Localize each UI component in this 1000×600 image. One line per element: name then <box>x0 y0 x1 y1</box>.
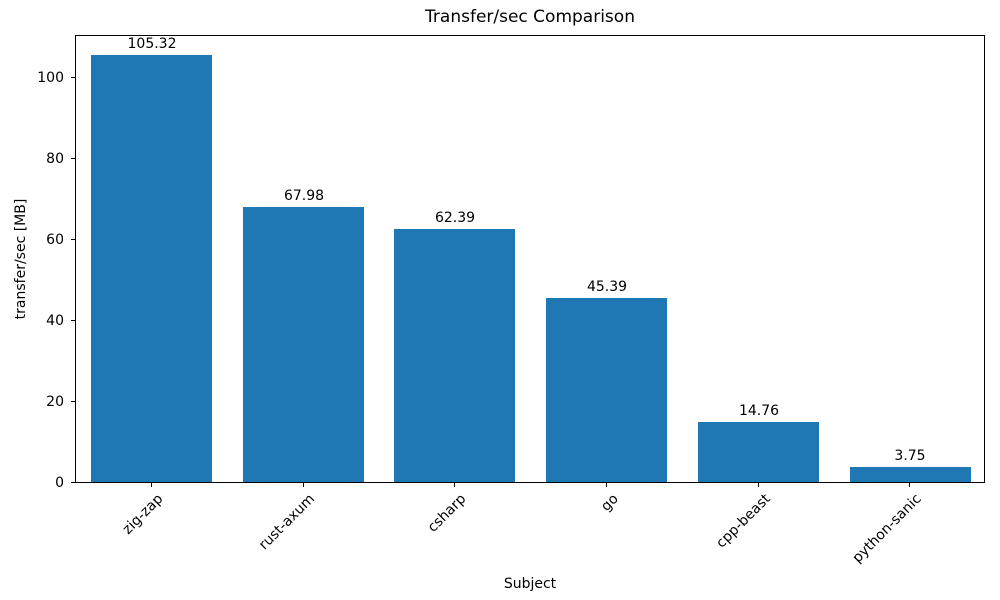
bar-value-label: 62.39 <box>434 210 476 226</box>
x-tick-mark <box>454 483 455 487</box>
y-tick-mark <box>71 77 75 78</box>
bar <box>850 467 971 482</box>
y-tick-mark <box>71 482 75 483</box>
bar-value-label: 3.75 <box>894 448 926 464</box>
bar <box>546 298 667 482</box>
x-tick-mark <box>606 483 607 487</box>
y-tick-mark <box>71 158 75 159</box>
bar-value-label: 14.76 <box>738 403 780 419</box>
y-tick-label: 100 <box>37 70 64 86</box>
y-tick-label: 0 <box>55 475 64 491</box>
x-tick-mark <box>909 483 910 487</box>
bar-value-label: 67.98 <box>283 188 325 204</box>
y-tick-label: 20 <box>46 394 64 410</box>
y-tick-mark <box>71 320 75 321</box>
x-tick-mark <box>303 483 304 487</box>
x-tick-mark <box>151 483 152 487</box>
y-tick-label: 60 <box>46 232 64 248</box>
y-tick-label: 80 <box>46 151 64 167</box>
y-axis-label: transfer/sec [MB] <box>13 198 29 320</box>
chart-title: Transfer/sec Comparison <box>425 7 635 27</box>
bar <box>91 55 212 482</box>
x-axis-label: Subject <box>503 576 557 592</box>
x-tick-mark <box>758 483 759 487</box>
y-tick-label: 40 <box>46 313 64 329</box>
bar <box>394 229 515 482</box>
y-tick-mark <box>71 401 75 402</box>
plot-area: 105.32 67.98 62.39 45.39 14.76 3.75 <box>75 35 985 483</box>
bar-value-label: 105.32 <box>127 36 177 52</box>
bar <box>243 207 364 482</box>
bar-value-label: 45.39 <box>586 279 628 295</box>
bar <box>698 422 819 482</box>
y-tick-mark <box>71 239 75 240</box>
